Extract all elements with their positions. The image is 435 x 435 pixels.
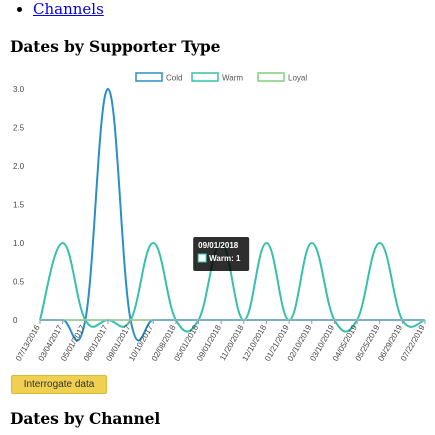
nav-list: Channels: [14, 0, 104, 18]
nav-item-channels: Channels: [33, 0, 104, 18]
y-axis: 0 0.5 1.0 1.5 2.0 2.5 3.0: [13, 85, 25, 325]
y-tick-label: 0.5: [13, 278, 25, 287]
legend-label: Cold: [166, 74, 182, 83]
chart-svg: Cold Warm Loyal 0 0.5 1.0 1.5 2.0 2.5 3.0 07/13/…: [13, 72, 427, 363]
legend-item-warm[interactable]: Warm: [191, 72, 243, 83]
section-title-channel: Dates by Channel: [10, 409, 161, 428]
section-title-supporter-type: Dates by Supporter Type: [10, 37, 221, 56]
y-tick-label: 3.0: [13, 85, 25, 94]
y-tick-label: 0: [13, 316, 18, 325]
legend-label: Warm: [222, 74, 243, 83]
tooltip-title: 09/01/2018: [198, 241, 239, 250]
legend: Cold Warm Loyal: [135, 72, 307, 83]
tooltip-value: Warm: 1: [209, 254, 241, 263]
x-axis: 07/13/201603/04/201705/01/201708/01/2017…: [14, 319, 427, 363]
tooltip-box: [193, 237, 250, 271]
series-line-cold: [40, 87, 425, 342]
y-tick-label: 2.5: [13, 124, 25, 133]
interrogate-data-button[interactable]: Interrogate data: [11, 375, 107, 394]
nav-link-channels[interactable]: Channels: [33, 0, 104, 18]
series-layer: [39, 87, 426, 342]
y-tick-label: 1.5: [13, 201, 25, 210]
legend-swatch: [257, 72, 285, 82]
tooltip-swatch: [197, 253, 207, 263]
legend-label: Loyal: [288, 74, 307, 83]
legend-item-loyal[interactable]: Loyal: [257, 72, 307, 83]
chart-tooltip: 09/01/2018 Warm: 1: [193, 237, 250, 271]
line-chart: Cold Warm Loyal 0 0.5 1.0 1.5 2.0 2.5 3.0 07/13/…: [0, 66, 435, 366]
y-tick-label: 2.0: [13, 162, 25, 171]
legend-item-cold[interactable]: Cold: [135, 72, 182, 83]
legend-swatch: [135, 72, 163, 82]
legend-swatch: [191, 72, 219, 82]
y-tick-label: 1.0: [13, 239, 25, 248]
